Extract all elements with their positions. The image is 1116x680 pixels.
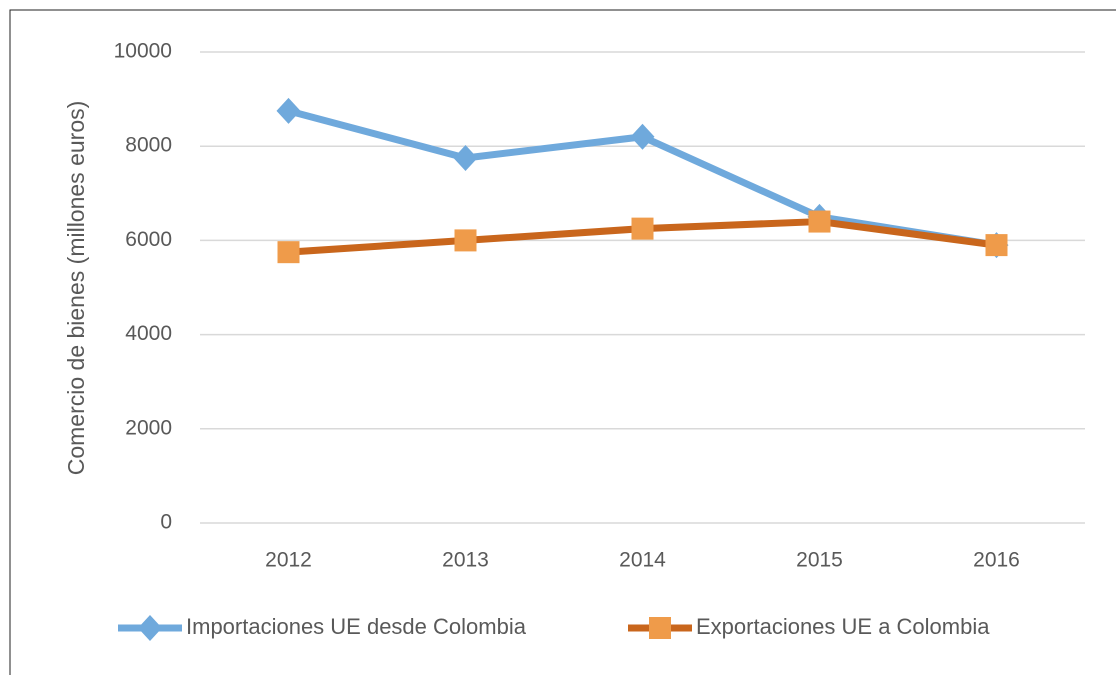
x-tick-label: 2014 bbox=[619, 549, 666, 572]
y-axis-label: Comercio de bienes (millones euros) bbox=[63, 101, 89, 476]
point bbox=[454, 229, 477, 252]
point bbox=[808, 210, 831, 233]
y-tick-label: 4000 bbox=[125, 322, 172, 345]
y-tick-label: 2000 bbox=[125, 416, 172, 439]
point bbox=[631, 217, 654, 240]
point bbox=[453, 144, 478, 171]
x-tick-label: 2016 bbox=[973, 549, 1020, 572]
y-tick-label: 8000 bbox=[125, 134, 172, 157]
y-tick-label: 6000 bbox=[125, 228, 172, 251]
legend-label: Exportaciones UE a Colombia bbox=[696, 614, 990, 639]
legend-marker bbox=[138, 615, 162, 641]
legend-marker bbox=[649, 617, 671, 639]
x-tick-label: 2015 bbox=[796, 549, 843, 572]
x-tick-label: 2013 bbox=[442, 549, 489, 572]
point bbox=[630, 123, 655, 150]
point bbox=[985, 234, 1008, 257]
y-tick-label: 10000 bbox=[114, 40, 172, 63]
legend-label: Importaciones UE desde Colombia bbox=[186, 614, 527, 639]
chart-frame bbox=[9, 9, 1116, 680]
point bbox=[277, 241, 300, 264]
y-tick-label: 0 bbox=[160, 511, 172, 534]
point bbox=[276, 97, 301, 124]
x-tick-label: 2012 bbox=[265, 549, 312, 572]
